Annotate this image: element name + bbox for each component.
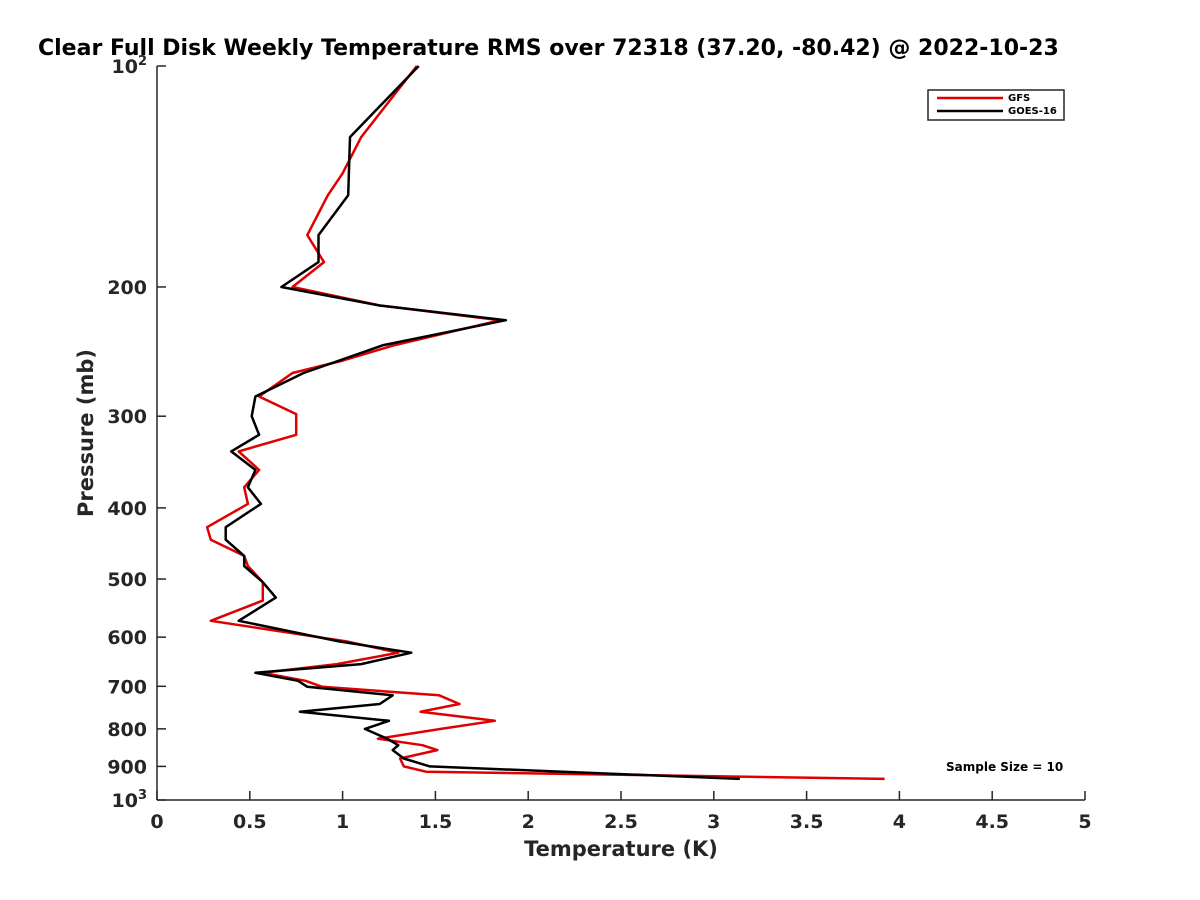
y-tick-label: 300 [107, 406, 147, 428]
series-layer [205, 65, 885, 781]
x-tick-label: 4 [893, 811, 906, 833]
x-tick-label: 3.5 [790, 811, 824, 833]
chart-title: Clear Full Disk Weekly Temperature RMS o… [38, 36, 1059, 61]
y-axis-label: Pressure (mb) [74, 349, 98, 517]
x-tick-label: 3 [707, 811, 720, 833]
x-tick-label: 2.5 [604, 811, 638, 833]
y-tick-label: 500 [107, 569, 147, 591]
x-axis-label: Temperature (K) [524, 837, 718, 861]
y-tick-label: 102 [112, 54, 148, 78]
plot-area [157, 66, 1085, 800]
legend-box [927, 89, 1065, 121]
x-tick-label: 0.5 [233, 811, 267, 833]
x-tick-label: 1.5 [419, 811, 453, 833]
y-ticks: 102 200 300 400 500 600 700 800 900 103 [107, 54, 166, 812]
x-tick-label: 0 [150, 811, 163, 833]
legend-label-gfs: GFS [1008, 93, 1030, 104]
y-tick-label: 600 [107, 627, 147, 649]
y-tick-label: 900 [107, 756, 147, 778]
y-tick-label: 200 [107, 277, 147, 299]
x-tick-label: 2 [522, 811, 535, 833]
y-tick-label: 700 [107, 676, 147, 698]
legend-label-goes16: GOES-16 [1008, 106, 1057, 117]
y-tick-label: 400 [107, 498, 147, 520]
series-line-goes16 [224, 65, 740, 781]
x-tick-label: 5 [1078, 811, 1091, 833]
sample-size-annotation: Sample Size = 10 [946, 760, 1063, 774]
x-tick-label: 4.5 [975, 811, 1009, 833]
legend: GFS GOES-16 [927, 89, 1065, 121]
x-tick-label: 1 [336, 811, 349, 833]
x-ticks: 0 0.5 1 1.5 2 2.5 3 3.5 4 4.5 5 [150, 791, 1092, 833]
y-tick-label: 103 [112, 788, 148, 812]
y-tick-label: 800 [107, 719, 147, 741]
